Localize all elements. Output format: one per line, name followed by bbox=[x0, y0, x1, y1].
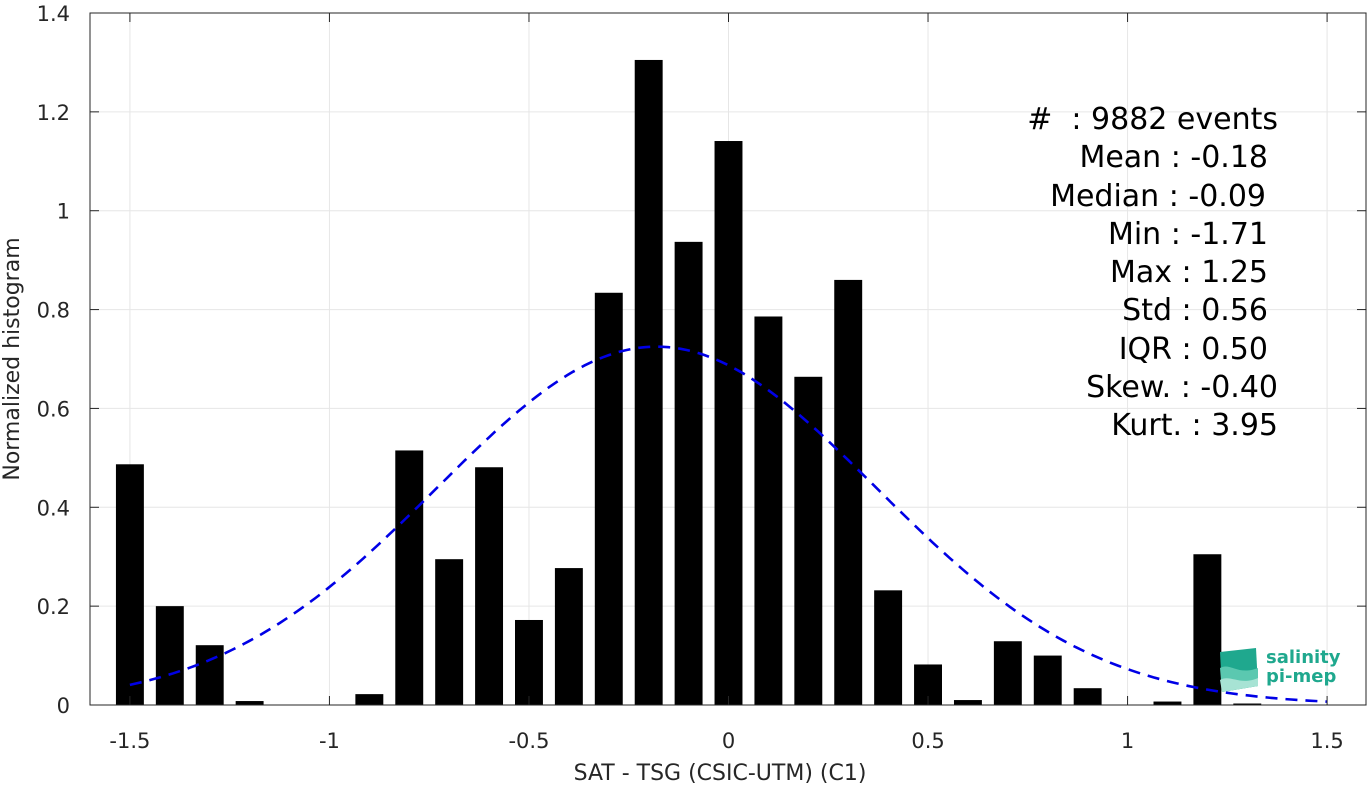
y-tick-label: 0.6 bbox=[37, 397, 70, 421]
logo-text: salinity pi-mep bbox=[1266, 648, 1341, 686]
histogram-bar bbox=[953, 700, 982, 705]
salinity-pimep-logo: salinity pi-mep bbox=[1216, 646, 1346, 696]
y-tick-label: 1 bbox=[57, 200, 70, 224]
x-tick-label: -0.5 bbox=[508, 729, 549, 753]
logo-line-1: salinity bbox=[1266, 647, 1341, 668]
stat-std: Std : 0.56 bbox=[1122, 293, 1268, 329]
x-tick-label: 1.5 bbox=[1310, 729, 1343, 753]
histogram-bar bbox=[155, 606, 184, 705]
x-axis-label: SAT - TSG (CSIC-UTM) (C1) bbox=[574, 761, 867, 785]
logo-line-2: pi-mep bbox=[1266, 666, 1337, 687]
histogram-bars bbox=[115, 59, 1262, 705]
y-axis-ticks: 0 0.2 0.4 0.6 0.8 1 1.2 1.4 bbox=[37, 2, 1366, 718]
histogram-bar bbox=[874, 590, 903, 705]
y-tick-label: 0.8 bbox=[37, 299, 70, 323]
histogram-bar bbox=[634, 59, 663, 705]
x-tick-label: 1 bbox=[1121, 729, 1134, 753]
histogram-bar bbox=[115, 464, 144, 705]
stat-skew: Skew. : -0.40 bbox=[1086, 370, 1278, 406]
x-tick-label: -1.5 bbox=[109, 729, 150, 753]
logo-icon bbox=[1220, 648, 1258, 692]
histogram-bar bbox=[714, 141, 743, 705]
stat-median: Median : -0.09 bbox=[1050, 178, 1266, 214]
histogram-bar bbox=[475, 467, 504, 705]
histogram-bar bbox=[195, 645, 224, 705]
stat-min: Min : -1.71 bbox=[1107, 216, 1268, 252]
histogram-bar bbox=[395, 450, 424, 705]
histogram-bar bbox=[235, 701, 264, 705]
histogram-bar bbox=[1233, 703, 1262, 705]
histogram-bar bbox=[993, 641, 1022, 705]
y-tick-label: 0 bbox=[57, 694, 70, 718]
histogram-bar bbox=[435, 559, 464, 705]
histogram-bar bbox=[1153, 701, 1182, 705]
x-tick-label: 0 bbox=[722, 729, 735, 753]
y-axis-label: Normalized histogram bbox=[0, 237, 25, 480]
normal-fit-curve bbox=[129, 345, 1328, 703]
histogram-bar bbox=[1193, 554, 1222, 705]
stat-iqr: IQR : 0.50 bbox=[1118, 331, 1268, 367]
histogram-bar bbox=[355, 694, 384, 705]
histogram-bar bbox=[754, 316, 783, 705]
histogram-bar bbox=[1033, 655, 1062, 705]
histogram-bar bbox=[554, 568, 583, 705]
histogram-bar bbox=[794, 376, 823, 705]
histogram-bar bbox=[1073, 688, 1102, 705]
x-axis-ticks: -1.5 -1 -0.5 0 0.5 1 1.5 bbox=[109, 13, 1344, 753]
x-tick-label: 0.5 bbox=[911, 729, 944, 753]
histogram-bar bbox=[594, 292, 623, 705]
y-tick-label: 0.4 bbox=[37, 496, 70, 520]
y-tick-label: 1.4 bbox=[37, 2, 70, 26]
histogram-bar bbox=[515, 619, 543, 705]
histogram-bar bbox=[834, 279, 863, 705]
y-tick-label: 1.2 bbox=[37, 101, 70, 125]
y-tick-label: 0.2 bbox=[37, 595, 70, 619]
stat-kurt: Kurt. : 3.95 bbox=[1111, 408, 1278, 444]
statistics-box: # : 9882 events Mean : -0.18 Median : -0… bbox=[960, 101, 1290, 446]
histogram-bar bbox=[674, 241, 703, 705]
stat-mean: Mean : -0.18 bbox=[1079, 140, 1268, 176]
stat-count: # : 9882 events bbox=[1027, 102, 1278, 137]
x-tick-label: -1 bbox=[319, 729, 340, 753]
stat-max: Max : 1.25 bbox=[1110, 255, 1268, 291]
